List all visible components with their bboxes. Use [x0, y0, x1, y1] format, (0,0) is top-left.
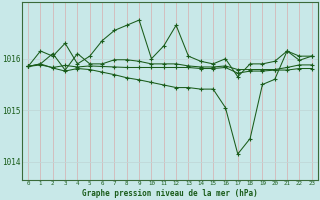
X-axis label: Graphe pression niveau de la mer (hPa): Graphe pression niveau de la mer (hPa): [82, 189, 258, 198]
